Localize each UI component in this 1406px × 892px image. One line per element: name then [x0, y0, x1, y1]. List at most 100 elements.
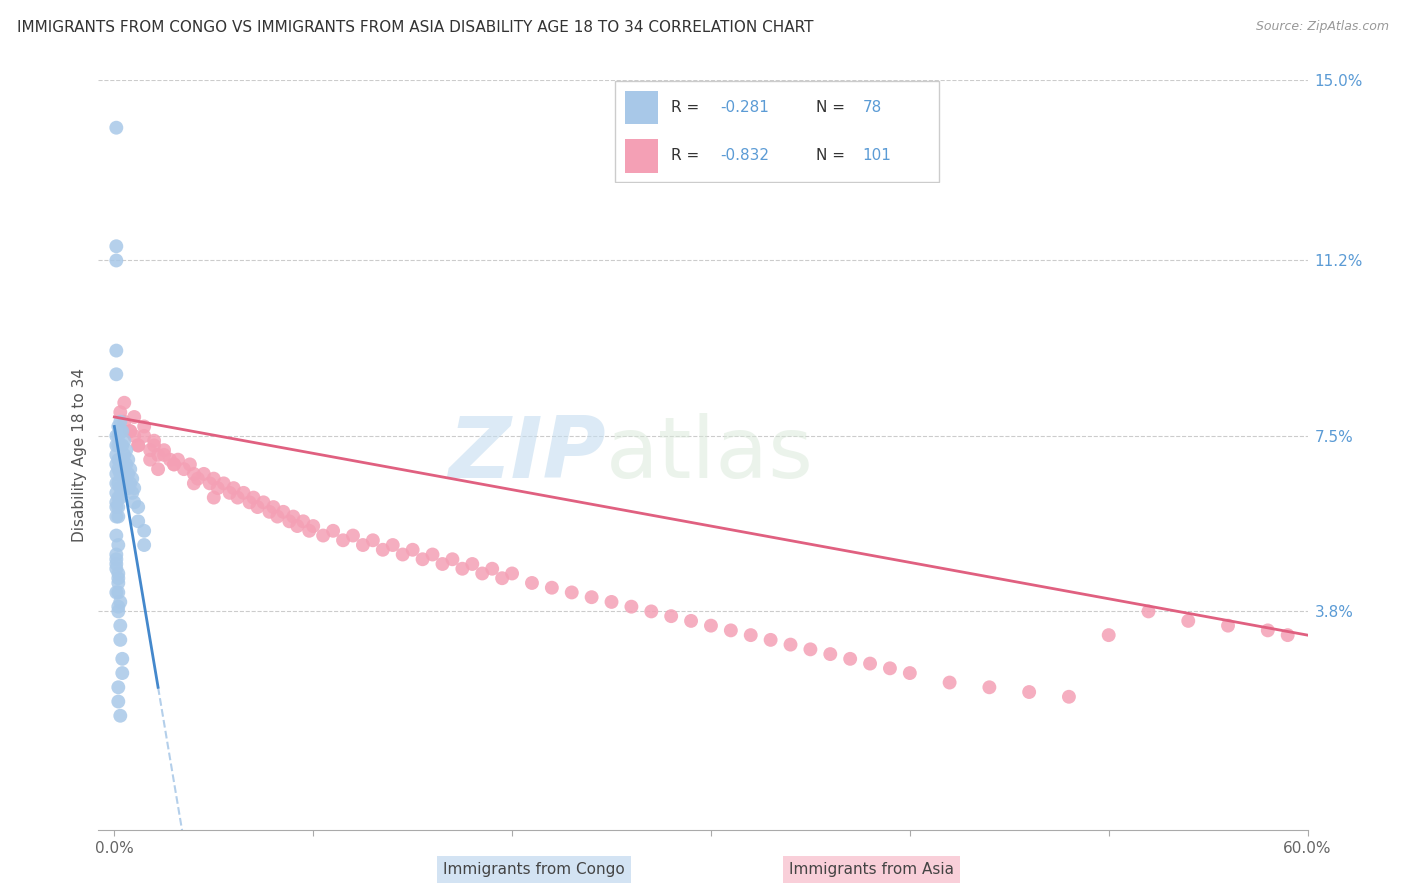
Point: [107, 509, 129, 524]
Point: [112, 448, 135, 462]
Point: [105, 557, 128, 571]
Point: [120, 424, 142, 438]
Point: [115, 472, 138, 486]
Point: [581, 590, 603, 604]
Point: [232, 486, 254, 500]
Point: [111, 438, 134, 452]
Point: [105, 120, 128, 135]
Point: [127, 438, 149, 452]
Point: [600, 595, 623, 609]
Point: [143, 438, 166, 452]
Point: [302, 519, 325, 533]
Point: [278, 514, 301, 528]
Point: [143, 434, 166, 448]
Point: [105, 528, 128, 542]
Point: [110, 481, 132, 495]
Point: [111, 481, 134, 495]
Point: [105, 585, 128, 599]
Point: [381, 538, 404, 552]
Point: [879, 661, 901, 675]
Point: [242, 491, 264, 505]
Point: [105, 500, 128, 514]
Y-axis label: Disability Age 18 to 34: Disability Age 18 to 34: [72, 368, 87, 542]
Point: [107, 500, 129, 514]
Point: [163, 458, 186, 472]
Bar: [624, 91, 658, 124]
Point: [441, 552, 464, 566]
Point: [105, 548, 128, 562]
Point: [105, 486, 128, 500]
Point: [322, 524, 344, 538]
Point: [117, 481, 139, 495]
Point: [110, 415, 132, 429]
Point: [898, 666, 921, 681]
Point: [700, 618, 723, 632]
Point: [107, 576, 129, 591]
Point: [115, 443, 138, 458]
Point: [121, 486, 143, 500]
Point: [640, 604, 662, 618]
Point: [111, 452, 134, 467]
Point: [1057, 690, 1080, 704]
Point: [105, 509, 128, 524]
Point: [153, 443, 176, 458]
Point: [681, 614, 703, 628]
Point: [179, 458, 201, 472]
Point: [134, 538, 156, 552]
Point: [110, 438, 132, 452]
Point: [105, 467, 128, 481]
Point: [146, 462, 169, 476]
Point: [110, 708, 132, 723]
Point: [127, 514, 149, 528]
Point: [859, 657, 882, 671]
Text: ZIP: ZIP: [449, 413, 606, 497]
Point: [107, 681, 129, 695]
Text: Immigrants from Congo: Immigrants from Congo: [443, 863, 626, 877]
Point: [127, 500, 149, 514]
Point: [451, 562, 474, 576]
Point: [659, 609, 682, 624]
Bar: [624, 139, 658, 173]
Point: [127, 438, 149, 452]
Point: [183, 476, 205, 491]
Text: -0.281: -0.281: [721, 101, 769, 115]
Point: [471, 566, 494, 581]
Point: [105, 239, 128, 253]
Point: [262, 500, 284, 514]
Point: [720, 624, 742, 638]
Point: [105, 438, 128, 452]
Point: [620, 599, 643, 614]
Point: [134, 429, 156, 443]
Point: [115, 458, 138, 472]
Point: [146, 448, 169, 462]
Point: [839, 652, 862, 666]
Point: [212, 476, 235, 491]
Point: [105, 448, 128, 462]
Point: [283, 509, 305, 524]
Point: [107, 566, 129, 581]
Point: [167, 452, 190, 467]
Point: [1257, 624, 1279, 638]
Text: R =: R =: [671, 101, 704, 115]
Point: [139, 452, 162, 467]
FancyBboxPatch shape: [614, 81, 939, 182]
Text: -0.832: -0.832: [721, 148, 769, 162]
Point: [285, 519, 308, 533]
Text: 78: 78: [863, 101, 882, 115]
Point: [105, 343, 128, 358]
Point: [121, 472, 143, 486]
Point: [120, 462, 142, 476]
Point: [371, 542, 394, 557]
Point: [107, 452, 129, 467]
Text: 101: 101: [863, 148, 891, 162]
Point: [159, 452, 181, 467]
Point: [110, 595, 132, 609]
Point: [252, 495, 274, 509]
Point: [163, 458, 186, 472]
Point: [122, 409, 145, 424]
Point: [226, 491, 249, 505]
Point: [112, 476, 135, 491]
Point: [110, 467, 132, 481]
Point: [259, 505, 281, 519]
Point: [134, 419, 156, 434]
